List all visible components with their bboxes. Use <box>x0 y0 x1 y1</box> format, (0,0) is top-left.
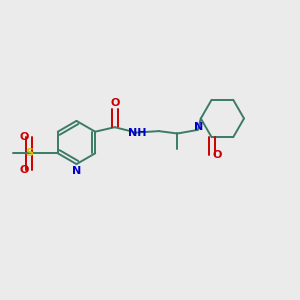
Text: O: O <box>212 150 222 160</box>
Text: N: N <box>194 122 203 133</box>
Text: NH: NH <box>128 128 146 138</box>
Text: S: S <box>25 148 33 158</box>
Text: O: O <box>19 165 28 175</box>
Text: N: N <box>72 166 81 176</box>
Text: O: O <box>110 98 119 108</box>
Text: O: O <box>19 132 28 142</box>
